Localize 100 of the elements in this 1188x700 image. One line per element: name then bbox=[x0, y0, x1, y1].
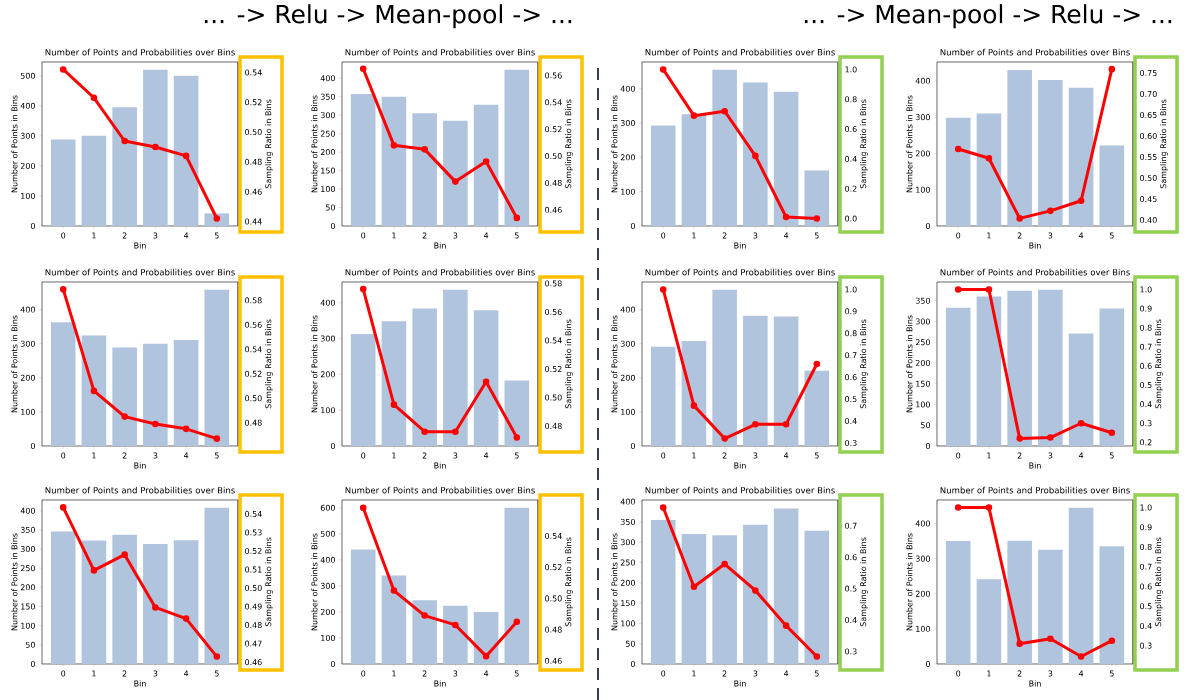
point bbox=[690, 402, 698, 409]
bar bbox=[504, 380, 530, 446]
point bbox=[182, 425, 190, 433]
bar bbox=[945, 307, 971, 446]
point bbox=[782, 622, 790, 629]
bar bbox=[681, 534, 707, 664]
point bbox=[59, 504, 67, 511]
bar bbox=[1099, 546, 1125, 664]
bar bbox=[773, 91, 799, 226]
point bbox=[452, 621, 459, 629]
bar bbox=[650, 346, 676, 446]
point bbox=[721, 560, 728, 568]
point bbox=[1077, 197, 1085, 205]
point bbox=[782, 420, 790, 428]
bar bbox=[650, 125, 676, 226]
bar bbox=[743, 524, 768, 664]
point bbox=[152, 420, 159, 428]
bar bbox=[473, 611, 499, 664]
point bbox=[1047, 207, 1054, 215]
text: ... -> Mean-pool -> Relu -> ... bbox=[804, 4, 1172, 29]
text: ... -> Relu -> Mean-pool -> ... bbox=[204, 4, 572, 29]
point bbox=[721, 435, 728, 442]
bar bbox=[504, 507, 530, 664]
point bbox=[59, 66, 67, 73]
point bbox=[513, 618, 521, 626]
point bbox=[152, 604, 159, 611]
point bbox=[213, 435, 221, 442]
point bbox=[985, 504, 993, 511]
bar bbox=[773, 508, 799, 664]
chart-title: Number of Points and Probabilities over Bins bbox=[940, 486, 1130, 494]
point bbox=[359, 504, 367, 512]
bar bbox=[50, 139, 76, 226]
bar bbox=[50, 322, 76, 446]
bar bbox=[350, 549, 376, 664]
bar bbox=[1068, 87, 1094, 226]
bar bbox=[173, 540, 199, 664]
point bbox=[690, 583, 698, 590]
point bbox=[121, 413, 128, 420]
bar bbox=[976, 113, 1002, 226]
bar bbox=[1038, 80, 1063, 226]
point bbox=[721, 107, 728, 115]
bar bbox=[143, 343, 168, 446]
bar bbox=[976, 579, 1002, 664]
bar bbox=[443, 289, 468, 446]
bar bbox=[804, 370, 830, 446]
bar bbox=[173, 339, 199, 446]
bar bbox=[381, 96, 407, 226]
bar bbox=[773, 316, 799, 446]
chart-title: Number of Points and Probabilities over Bins bbox=[345, 268, 535, 276]
point bbox=[182, 615, 190, 622]
point bbox=[813, 360, 821, 368]
point bbox=[359, 285, 367, 293]
point bbox=[1077, 419, 1085, 427]
bar bbox=[381, 321, 407, 446]
point bbox=[390, 587, 398, 594]
bar bbox=[976, 296, 1002, 446]
bar bbox=[473, 310, 499, 446]
bar bbox=[1068, 507, 1094, 664]
bar bbox=[350, 94, 376, 226]
bar bbox=[143, 544, 168, 664]
point bbox=[1016, 640, 1023, 647]
point bbox=[752, 587, 759, 594]
chart-title: Number of Points and Probabilities over Bins bbox=[940, 48, 1130, 56]
bar bbox=[173, 75, 199, 226]
bar bbox=[1099, 145, 1125, 226]
bar bbox=[473, 104, 499, 226]
chart-title: Number of Points and Probabilities over Bins bbox=[645, 48, 835, 56]
bar bbox=[112, 534, 137, 664]
chart-title: Number of Points and Probabilities over Bins bbox=[45, 268, 235, 276]
point bbox=[421, 428, 428, 436]
bar bbox=[112, 107, 137, 226]
bar bbox=[143, 69, 168, 226]
point bbox=[152, 143, 159, 151]
point bbox=[452, 178, 459, 185]
point bbox=[452, 428, 459, 436]
bar bbox=[1038, 549, 1063, 664]
chart-title: Number of Points and Probabilities over Bins bbox=[45, 486, 235, 494]
bar bbox=[945, 541, 971, 664]
bar bbox=[712, 535, 737, 664]
point bbox=[421, 612, 428, 619]
point bbox=[985, 286, 993, 293]
point bbox=[482, 158, 490, 165]
point bbox=[90, 94, 98, 102]
point bbox=[954, 145, 962, 153]
bar bbox=[1099, 308, 1125, 446]
chart-title: Number of Points and Probabilities over Bins bbox=[45, 48, 235, 56]
bar bbox=[712, 69, 737, 226]
bar bbox=[50, 531, 76, 664]
point bbox=[482, 652, 490, 660]
point bbox=[985, 154, 993, 162]
point bbox=[690, 112, 698, 119]
bar bbox=[804, 170, 830, 226]
point bbox=[659, 66, 667, 73]
point bbox=[1108, 429, 1116, 437]
point bbox=[90, 567, 98, 574]
point bbox=[121, 551, 128, 558]
point bbox=[954, 504, 962, 511]
bar bbox=[443, 120, 468, 226]
bar bbox=[945, 117, 971, 226]
point bbox=[659, 286, 667, 293]
